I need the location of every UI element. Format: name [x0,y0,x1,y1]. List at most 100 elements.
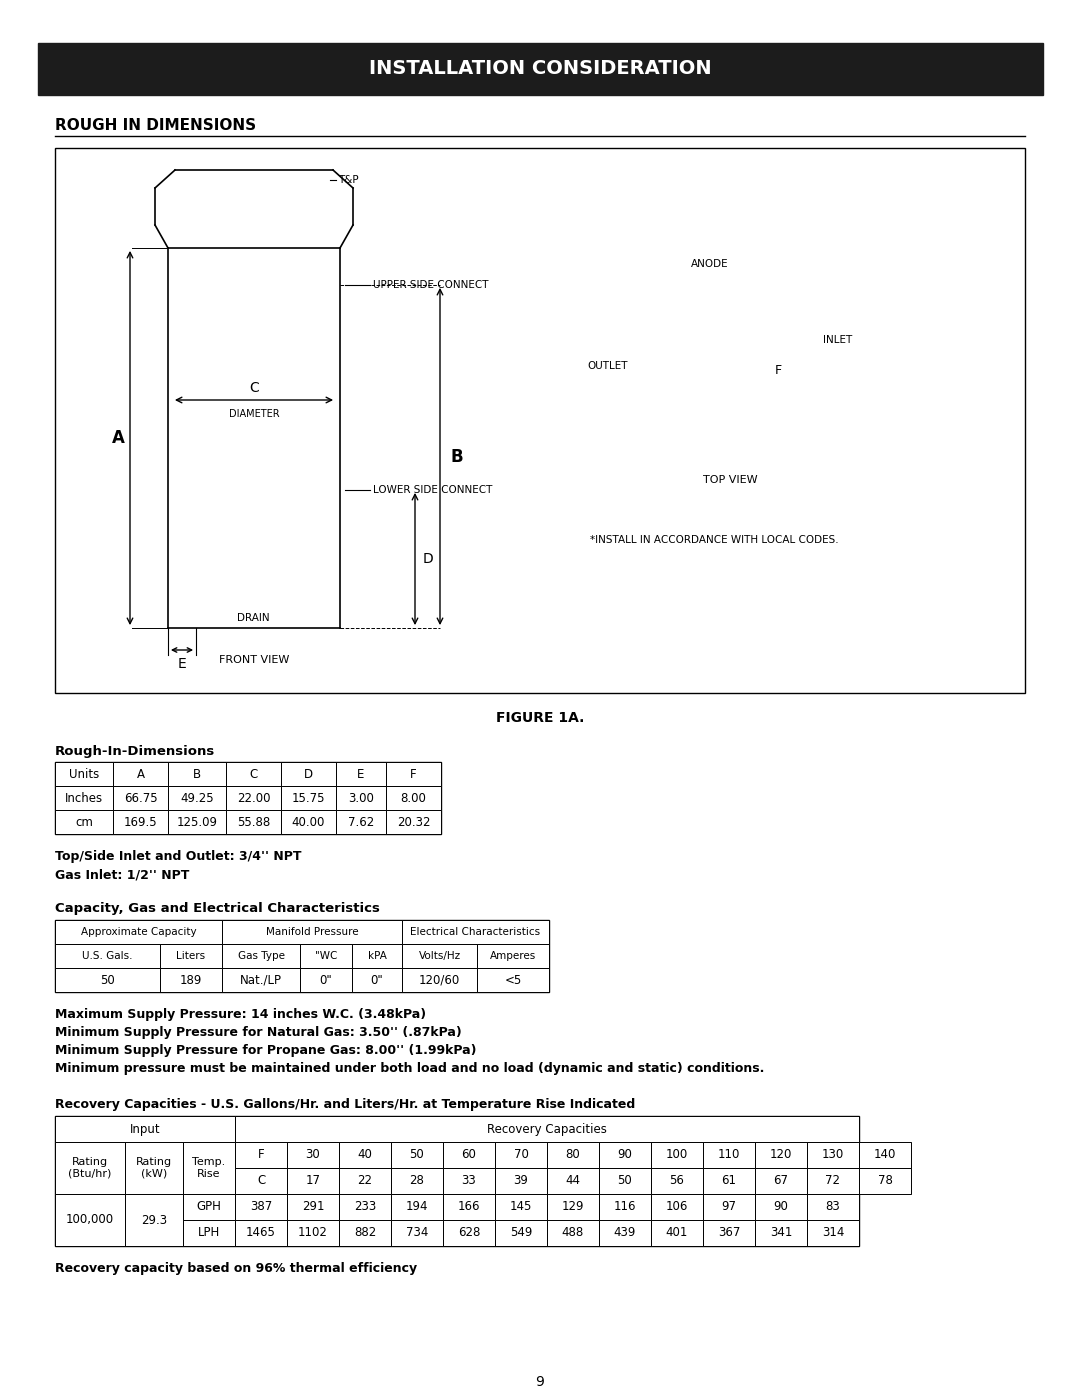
Bar [807,1168,859,1194]
Text: 549: 549 [510,1227,532,1239]
Bar [477,944,549,968]
Text: Gas Inlet: 1/2'' NPT: Gas Inlet: 1/2'' NPT [55,868,189,882]
Text: D: D [303,767,313,781]
Bar [336,810,386,834]
Text: 50: 50 [618,1175,633,1187]
Text: UPPER SIDE CONNECT: UPPER SIDE CONNECT [373,279,488,291]
Bar [235,1168,287,1194]
Text: F: F [258,1148,265,1161]
Text: "WC: "WC [314,951,337,961]
Bar [755,1220,807,1246]
Text: 50: 50 [100,974,114,986]
Text: ROUGH IN DIMENSIONS: ROUGH IN DIMENSIONS [55,117,256,133]
Bar [599,1141,651,1168]
Bar [336,787,386,810]
Text: 22: 22 [357,1175,373,1187]
Text: Gas Type: Gas Type [238,951,284,961]
Text: Amperes: Amperes [490,951,536,961]
Text: B: B [193,767,201,781]
Text: 55.88: 55.88 [237,816,270,828]
Bar [651,1168,703,1194]
Bar [300,944,352,968]
Text: 129: 129 [562,1200,584,1214]
Bar [222,921,402,944]
Text: Recovery Capacities: Recovery Capacities [487,1123,607,1136]
Bar [55,148,1025,693]
Bar [402,944,477,968]
Bar [402,968,477,992]
Text: Rating
(kW): Rating (kW) [136,1157,172,1179]
Text: B: B [450,447,462,465]
Bar [55,810,113,834]
Text: A: A [136,767,145,781]
Bar [222,968,300,992]
Bar [755,1141,807,1168]
Text: LPH: LPH [198,1227,220,1239]
Bar [339,1220,391,1246]
Bar [281,761,336,787]
Text: 3.00: 3.00 [348,792,374,805]
Bar [55,921,549,992]
Text: 67: 67 [773,1175,788,1187]
Bar [443,1168,495,1194]
Text: Recovery capacity based on 96% thermal efficiency: Recovery capacity based on 96% thermal e… [55,1261,417,1275]
Text: E: E [177,657,187,671]
Text: 628: 628 [458,1227,481,1239]
Text: T&P: T&P [338,175,359,184]
Text: Liters: Liters [176,951,205,961]
Text: Top/Side Inlet and Outlet: 3/4'' NPT: Top/Side Inlet and Outlet: 3/4'' NPT [55,849,301,863]
Bar [599,1168,651,1194]
Bar [495,1168,546,1194]
Bar [755,1194,807,1220]
Text: Rough-In-Dimensions: Rough-In-Dimensions [55,745,215,759]
Bar [235,1116,859,1141]
Text: 100: 100 [666,1148,688,1161]
Text: Electrical Characteristics: Electrical Characteristics [410,928,541,937]
Text: LOWER SIDE CONNECT: LOWER SIDE CONNECT [373,485,492,495]
Bar [55,761,113,787]
Text: Input: Input [130,1123,160,1136]
Text: 140: 140 [874,1148,896,1161]
Bar [477,968,549,992]
Bar [336,761,386,787]
Text: 29.3: 29.3 [140,1214,167,1227]
Text: 169.5: 169.5 [124,816,158,828]
Bar [287,1141,339,1168]
Bar [38,43,1043,95]
Text: cm: cm [76,816,93,828]
Bar [168,810,226,834]
Text: 66.75: 66.75 [124,792,158,805]
Text: INSTALLATION CONSIDERATION: INSTALLATION CONSIDERATION [368,60,712,78]
Text: 100,000: 100,000 [66,1214,114,1227]
Bar [443,1220,495,1246]
Text: Minimum Supply Pressure for Natural Gas: 3.50'' (.87kPa): Minimum Supply Pressure for Natural Gas:… [55,1025,462,1039]
Text: 44: 44 [566,1175,581,1187]
Bar [725,353,772,386]
Bar [55,1194,125,1246]
Bar [55,1116,235,1141]
Text: 97: 97 [721,1200,737,1214]
Text: 28: 28 [409,1175,424,1187]
Text: Volts/Hz: Volts/Hz [418,951,460,961]
Bar [235,1194,287,1220]
Text: Rating
(Btu/hr): Rating (Btu/hr) [68,1157,111,1179]
Bar [859,1168,912,1194]
Text: 40.00: 40.00 [292,816,325,828]
Bar [546,1168,599,1194]
Bar [807,1194,859,1220]
Text: Recovery Capacities - U.S. Gallons/Hr. and Liters/Hr. at Temperature Rise Indica: Recovery Capacities - U.S. Gallons/Hr. a… [55,1098,635,1111]
Text: 734: 734 [406,1227,428,1239]
Bar [651,1141,703,1168]
Bar [859,1141,912,1168]
Text: F: F [410,767,417,781]
Text: 401: 401 [665,1227,688,1239]
Bar [160,944,222,968]
Text: 56: 56 [670,1175,685,1187]
Bar [55,1116,859,1246]
Text: 40: 40 [357,1148,373,1161]
Text: *INSTALL IN ACCORDANCE WITH LOCAL CODES.: *INSTALL IN ACCORDANCE WITH LOCAL CODES. [590,535,839,545]
Text: 33: 33 [461,1175,476,1187]
Bar [495,1220,546,1246]
Bar [55,921,222,944]
Bar [495,1141,546,1168]
